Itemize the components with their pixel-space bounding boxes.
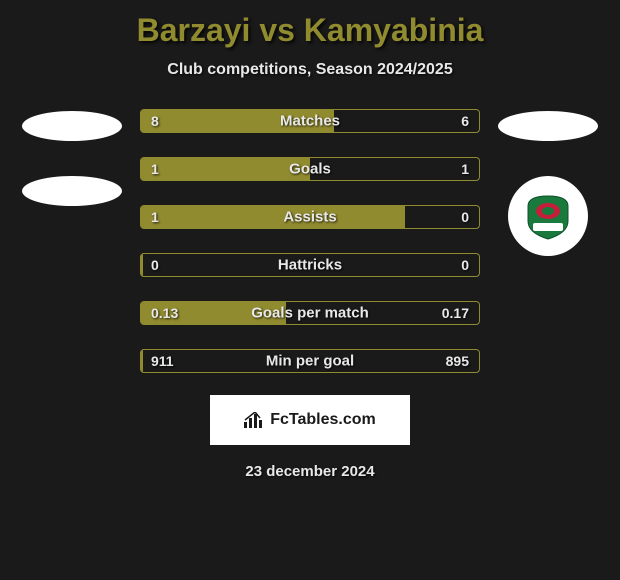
date-text: 23 december 2024 — [245, 463, 374, 480]
stat-value-right: 895 — [446, 353, 469, 369]
subtitle: Club competitions, Season 2024/2025 — [167, 61, 452, 79]
stat-value-left: 0 — [151, 257, 159, 273]
stat-row: 8 6 Matches — [140, 109, 480, 133]
stat-value-left: 8 — [151, 113, 159, 129]
stat-row: 1 0 Assists — [140, 205, 480, 229]
stat-value-right: 0.17 — [442, 305, 469, 321]
stat-label: Goals — [289, 161, 331, 178]
footer-brand-box: FcTables.com — [210, 395, 410, 445]
club-logo-icon — [518, 191, 578, 241]
footer-brand-text: FcTables.com — [270, 411, 376, 429]
stat-bar-right — [334, 110, 479, 132]
stat-label: Min per goal — [266, 353, 354, 370]
stat-value-left: 911 — [151, 353, 174, 369]
stat-bar-left — [141, 206, 405, 228]
stat-row: 911 895 Min per goal — [140, 349, 480, 373]
stat-label: Matches — [280, 113, 340, 130]
chart-icon — [244, 412, 264, 428]
left-badge-column — [22, 109, 122, 206]
stat-value-left: 0.13 — [151, 305, 178, 321]
stat-value-right: 0 — [461, 209, 469, 225]
stat-label: Hattricks — [278, 257, 342, 274]
stat-label: Assists — [283, 209, 336, 226]
right-badge-1 — [498, 111, 598, 141]
right-badge-column — [498, 109, 598, 256]
stat-bars: 8 6 Matches 1 1 Goals 1 0 Assists 0 0 Hattricks 0.13… — [140, 109, 480, 373]
stat-row: 1 1 Goals — [140, 157, 480, 181]
footer-brand: FcTables.com — [244, 411, 376, 429]
stat-value-right: 6 — [461, 113, 469, 129]
stat-bar-left — [141, 158, 310, 180]
left-badge-1 — [22, 111, 122, 141]
stat-value-right: 1 — [461, 161, 469, 177]
stat-label: Goals per match — [251, 305, 369, 322]
stats-area: 8 6 Matches 1 1 Goals 1 0 Assists 0 0 Hattricks 0.13… — [0, 109, 620, 373]
stat-row: 0.13 0.17 Goals per match — [140, 301, 480, 325]
right-badge-2 — [508, 176, 588, 256]
stat-bar-right — [310, 158, 479, 180]
stat-value-left: 1 — [151, 161, 159, 177]
stat-value-right: 0 — [461, 257, 469, 273]
left-badge-2 — [22, 176, 122, 206]
stat-row: 0 0 Hattricks — [140, 253, 480, 277]
stat-value-left: 1 — [151, 209, 159, 225]
page-title: Barzayi vs Kamyabinia — [137, 12, 484, 49]
